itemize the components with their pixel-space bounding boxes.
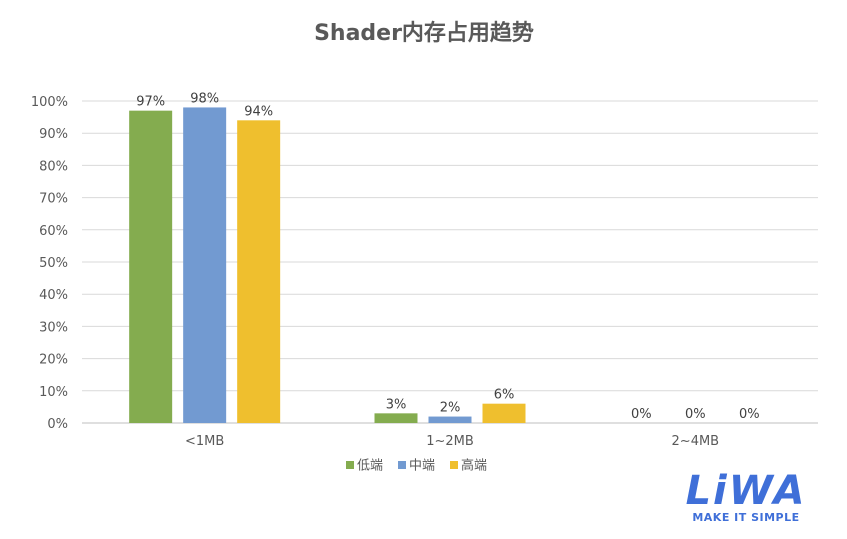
logo-tagline: MAKE IT SIMPLE [692, 511, 799, 524]
legend-entry: 中端 [409, 459, 435, 474]
y-tick-label: 60% [39, 224, 68, 239]
bars: 97% 98% 94% 3% 2% 6% 0% 0% 0% [129, 91, 760, 423]
data-label: 2% [440, 401, 461, 416]
y-tick-label: 40% [39, 288, 68, 303]
bar [428, 416, 472, 423]
x-tick-label: 1~2MB [426, 434, 474, 449]
data-label: 97% [136, 95, 165, 110]
data-label: 98% [190, 91, 219, 106]
bar [237, 120, 281, 423]
legend-entry: 高端 [461, 458, 487, 474]
chart-title: Shader内存占用趋势 [314, 20, 534, 46]
liwa-logo: LiWA MAKE IT SIMPLE [686, 468, 807, 524]
bar [482, 403, 526, 423]
y-tick-label: 90% [39, 127, 68, 142]
y-tick-label: 20% [39, 353, 68, 368]
y-axis-ticks: 0% 10% 20% 30% 40% 50% 60% 70% 80% 90% 100% [31, 95, 68, 432]
y-tick-label: 10% [39, 385, 68, 400]
data-label: 94% [244, 104, 273, 119]
legend-swatch [450, 461, 458, 469]
y-tick-label: 70% [39, 192, 68, 207]
y-tick-label: 0% [47, 417, 68, 432]
bar [129, 110, 173, 423]
x-tick-label: 2~4MB [672, 434, 720, 449]
legend-swatch [346, 461, 354, 469]
y-tick-label: 30% [39, 320, 68, 335]
y-tick-label: 80% [39, 159, 68, 174]
bar [183, 107, 227, 423]
data-label: 0% [739, 407, 760, 422]
x-tick-label: <1MB [185, 434, 224, 449]
y-tick-label: 50% [39, 256, 68, 271]
data-label: 3% [386, 397, 407, 412]
x-axis-ticks: <1MB 1~2MB 2~4MB [185, 434, 719, 449]
data-label: 0% [685, 407, 706, 422]
data-label: 6% [494, 388, 515, 403]
bar [374, 413, 418, 423]
legend-entry: 低端 [357, 459, 383, 474]
y-tick-label: 100% [31, 95, 68, 110]
legend-swatch [398, 461, 406, 469]
logo-wordmark: LiWA [686, 468, 807, 514]
data-label: 0% [631, 407, 652, 422]
legend: 低端 中端 高端 [346, 458, 487, 474]
